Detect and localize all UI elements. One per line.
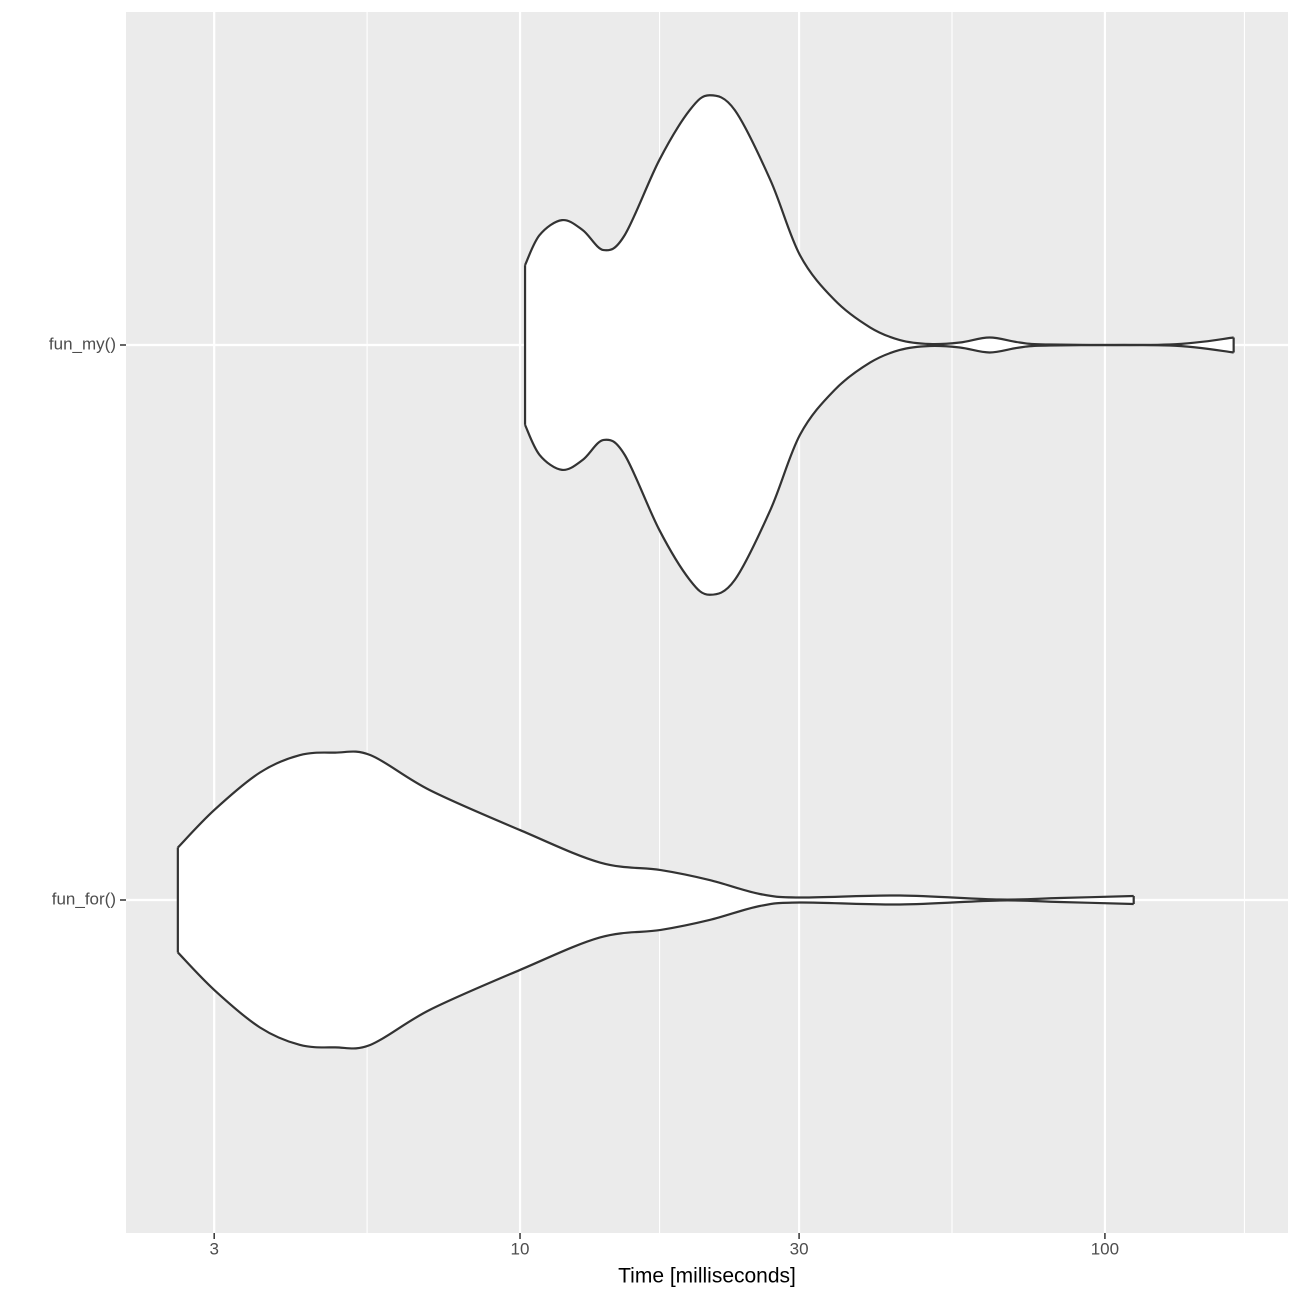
y-tick-label: fun_for() xyxy=(52,889,116,908)
x-tick-label: 100 xyxy=(1091,1239,1119,1258)
x-axis-title: Time [milliseconds] xyxy=(618,1265,796,1288)
violin-fill xyxy=(525,344,1234,595)
x-tick-label: 3 xyxy=(209,1239,218,1258)
y-tick-label: fun_my() xyxy=(49,334,116,353)
violin-fill xyxy=(177,751,1134,900)
violin-fill xyxy=(525,95,1234,346)
violin-fill xyxy=(177,900,1134,1049)
x-tick-label: 30 xyxy=(790,1239,809,1258)
x-tick-label: 10 xyxy=(511,1239,530,1258)
violin-outline xyxy=(524,343,1234,596)
violin-outline xyxy=(177,899,1134,1050)
violin-outline xyxy=(177,750,1134,901)
violin-outline xyxy=(524,94,1234,347)
